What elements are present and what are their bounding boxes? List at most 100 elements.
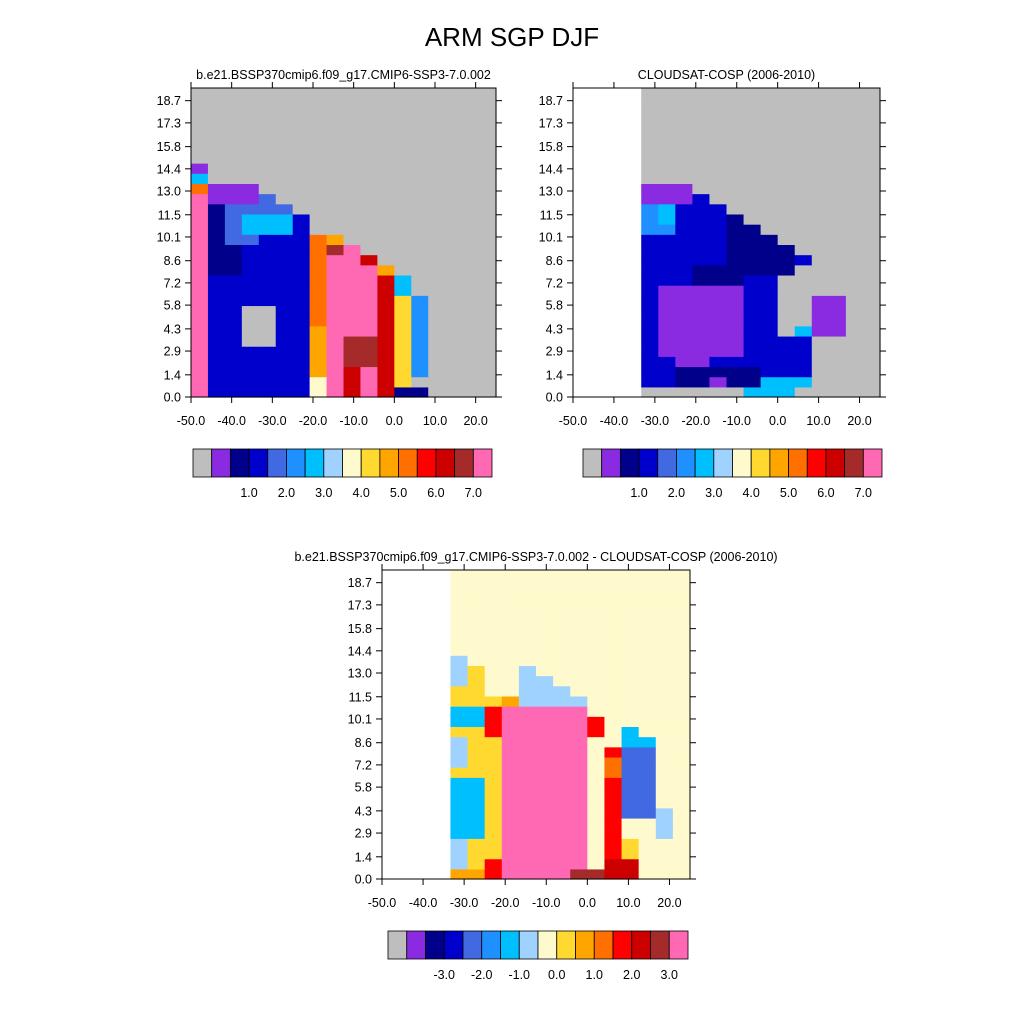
heat-cell — [450, 665, 469, 677]
heat-cell — [326, 274, 345, 286]
heat-cell — [641, 264, 659, 276]
heat-cell — [692, 183, 711, 195]
heat-cell — [343, 366, 362, 378]
heat-cell — [570, 584, 588, 595]
heat-cell — [224, 305, 243, 317]
heat-cell — [479, 346, 497, 357]
heat-cell — [655, 848, 674, 860]
heat-cell — [621, 675, 640, 687]
heat-cell — [811, 213, 830, 225]
heat-cell — [692, 122, 711, 134]
y-tick-label: 4.3 — [164, 322, 181, 336]
heat-cell — [433, 746, 452, 758]
heat-cell — [811, 274, 830, 286]
heat-cell — [399, 695, 417, 707]
heat-cell — [777, 193, 796, 205]
heat-cell — [343, 224, 362, 235]
colorbar-label: 0.0 — [548, 968, 565, 982]
heat-cell — [382, 716, 400, 728]
heat-cell — [794, 325, 813, 337]
heat-cell — [309, 285, 328, 296]
heat-cell — [258, 305, 277, 317]
heat-cell — [377, 274, 395, 286]
heat-cell — [709, 295, 728, 307]
colorbar-swatch — [657, 448, 677, 478]
heat-cell — [811, 305, 830, 317]
heat-cell — [675, 193, 693, 205]
heat-cell — [377, 193, 395, 205]
heat-cell — [275, 386, 294, 398]
heat-cell — [382, 828, 400, 839]
heat-cell — [467, 716, 486, 728]
heat-cell — [794, 356, 813, 368]
heat-cell — [709, 234, 728, 246]
heat-cell — [360, 132, 378, 144]
colorbar-swatch — [862, 448, 883, 478]
heat-cell — [433, 736, 452, 748]
heat-cell — [760, 366, 779, 378]
heat-cell — [191, 346, 209, 357]
heat-cell — [326, 244, 345, 256]
heat-cell — [292, 386, 311, 398]
colorbar-label: 2.0 — [623, 968, 640, 982]
heat-cell — [224, 122, 243, 134]
heat-cell — [641, 88, 880, 103]
heat-cell — [760, 112, 779, 123]
heat-cell — [658, 173, 676, 184]
heat-cell — [501, 716, 520, 728]
heat-cell — [743, 305, 762, 317]
heat-cell — [709, 152, 728, 164]
heat-cell — [760, 264, 779, 276]
heat-cell — [207, 234, 226, 246]
heat-cell — [553, 594, 571, 605]
heat-cell — [467, 736, 486, 748]
heat-cell — [536, 624, 554, 636]
heat-cell — [191, 315, 209, 327]
heat-cell — [394, 386, 412, 398]
heat-cell — [604, 736, 623, 748]
heat-cell — [658, 335, 676, 347]
heat-cell — [450, 828, 469, 839]
heat-cell — [655, 807, 674, 819]
heat-cell — [428, 254, 446, 266]
colorbar-swatch — [844, 448, 864, 478]
heat-cell — [536, 645, 554, 656]
heat-cell — [536, 685, 554, 697]
heat-cell — [191, 305, 209, 317]
heat-cell — [416, 584, 434, 595]
heat-cell — [241, 122, 260, 134]
heat-cell — [675, 112, 693, 123]
heat-cell — [377, 264, 395, 276]
heat-cell — [445, 234, 463, 246]
heat-cell — [845, 234, 864, 246]
heat-cell — [726, 142, 745, 154]
heat-cell — [638, 584, 657, 595]
heat-cell — [607, 183, 625, 195]
heat-cell — [621, 797, 640, 809]
heat-cell — [258, 112, 277, 123]
heat-cell — [828, 102, 847, 113]
heat-cell — [536, 604, 554, 616]
heat-cell — [536, 868, 554, 880]
heat-cell — [258, 213, 277, 225]
heat-cell — [587, 736, 606, 748]
heat-cell — [382, 706, 400, 717]
heat-cell — [479, 366, 497, 378]
heat-cell — [377, 285, 395, 296]
heat-cell — [590, 264, 608, 276]
heat-cell — [394, 132, 412, 144]
heat-cell — [377, 132, 395, 144]
heat-cell — [590, 112, 608, 123]
heat-cell — [479, 244, 497, 256]
heat-cell — [828, 163, 847, 174]
heat-cell — [394, 274, 412, 286]
heat-cell — [743, 203, 762, 215]
heat-cell — [241, 295, 260, 307]
heat-cell — [394, 346, 412, 357]
heat-cell — [607, 335, 625, 347]
heat-cell — [309, 203, 328, 215]
heat-cell — [553, 584, 571, 595]
heat-cell — [309, 193, 328, 205]
heat-cell — [845, 213, 864, 225]
heat-cell — [845, 183, 864, 195]
